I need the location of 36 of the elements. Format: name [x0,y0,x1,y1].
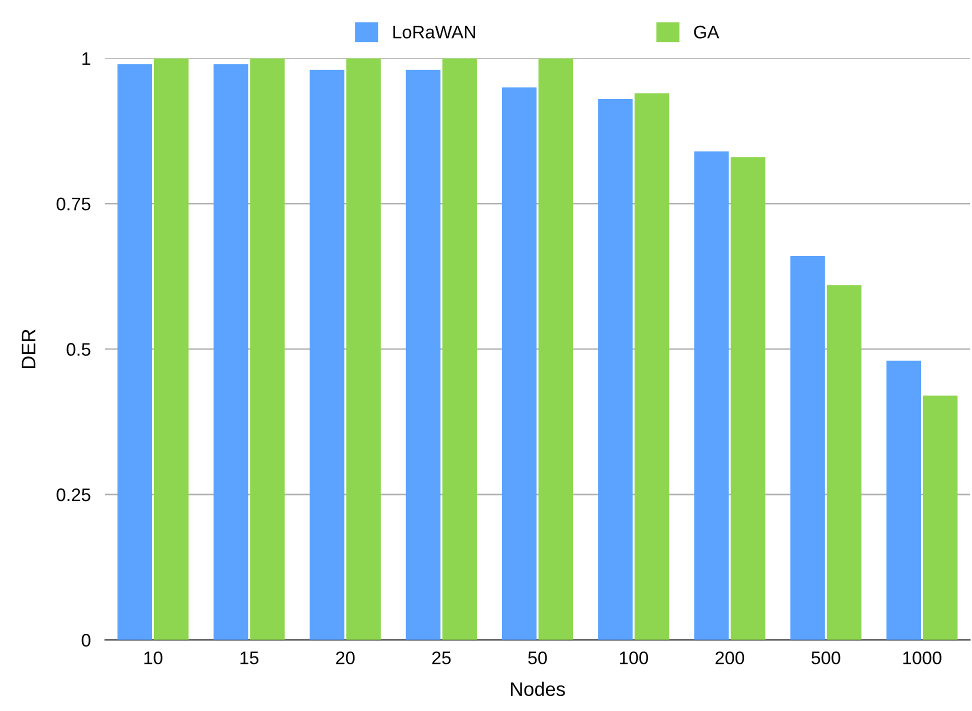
x-tick-label: 1000 [903,651,942,664]
bar [790,256,825,640]
y-tick-label: 0.25 [56,488,90,502]
bar [117,64,152,640]
y-tick-label: 0.75 [56,198,90,210]
x-tick-label: 500 [812,651,840,664]
x-tick-label: 200 [716,651,744,664]
bar [730,157,766,640]
x-tick-label: 20 [336,651,355,664]
y-tick-label: 0.5 [66,343,90,356]
y-axis-title: DER [22,329,36,368]
x-tick-label: 25 [432,651,451,664]
x-axis-title: Nodes [511,682,565,696]
bar [502,87,537,640]
bar [442,58,477,640]
bar [346,58,381,640]
bar [598,99,633,640]
bar [406,70,440,640]
y-tick-label: 1 [82,52,90,65]
bar [250,58,285,640]
x-tick-label: 50 [528,651,547,664]
legend-label: GA [694,26,720,38]
bar [310,70,344,640]
bar [154,58,189,640]
bar [214,64,248,640]
x-tick-label: 100 [620,651,648,664]
bar [694,151,729,640]
legend-label: LoRaWAN [393,26,476,38]
x-tick-label: 15 [240,652,258,664]
bar [538,58,574,640]
x-tick-label: 10 [144,651,162,664]
y-tick-label: 0 [82,634,90,647]
bar [826,285,862,640]
bar [886,360,922,640]
bar [922,396,958,640]
bar [634,93,670,640]
